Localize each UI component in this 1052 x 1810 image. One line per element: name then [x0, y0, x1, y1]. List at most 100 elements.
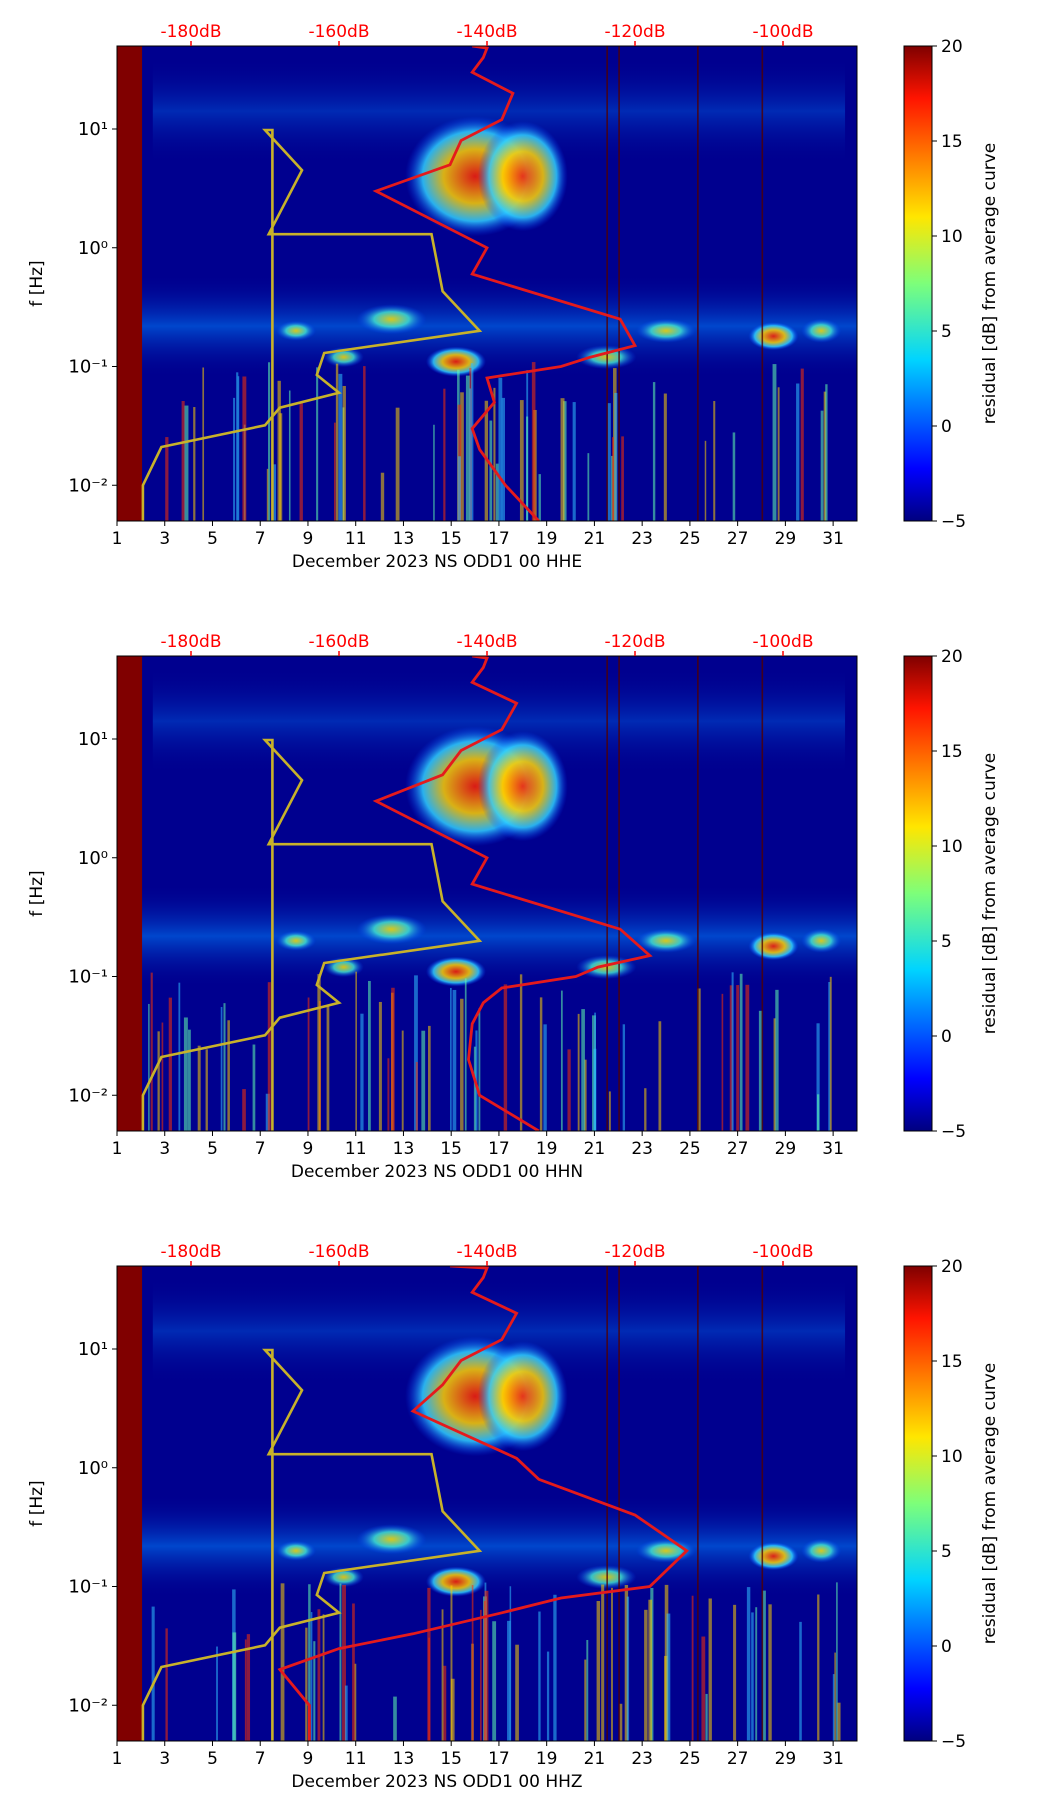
transient-streak	[593, 1048, 597, 1131]
transient-streak	[705, 1693, 708, 1741]
x-tick-label: 15	[440, 529, 462, 549]
top-tick-label: -160dB	[308, 1242, 369, 1262]
transient-streak	[721, 993, 724, 1131]
transient-streak	[360, 1013, 364, 1131]
y-tick-label: 10⁰	[78, 848, 108, 869]
storm-feature	[477, 1341, 568, 1452]
colorbar-HHN: 20 15 10 5 0 −5 residual [dB] from average cur…	[903, 647, 1000, 1142]
transient-streak	[391, 987, 395, 1131]
transient-streak	[428, 1025, 431, 1131]
storm-feature	[801, 928, 842, 953]
transient-streak	[308, 1584, 311, 1741]
x-tick-label: 21	[584, 1749, 606, 1769]
transient-streak	[817, 1094, 820, 1131]
transient-streak	[414, 975, 418, 1131]
transient-streak	[611, 437, 614, 521]
x-tick-label: 3	[159, 1139, 170, 1159]
transient-streak	[197, 1045, 201, 1131]
transient-streak	[148, 1003, 150, 1131]
x-axis-label: December 2023 NS ODD1 00 HHE	[292, 552, 582, 572]
top-tick-label: -140dB	[456, 632, 517, 652]
transient-streak	[326, 1005, 330, 1131]
transient-streak	[150, 972, 153, 1131]
transient-streak	[267, 982, 271, 1131]
transient-streak	[834, 1652, 836, 1741]
transient-streak	[622, 1024, 626, 1131]
transient-streak	[498, 377, 503, 521]
transient-streak	[713, 401, 716, 521]
top-tick-label: -120dB	[604, 22, 665, 42]
transient-streak	[165, 1628, 168, 1741]
transient-streak	[450, 1678, 455, 1741]
top-tick-label: -100dB	[752, 632, 813, 652]
transient-streak	[758, 1010, 763, 1131]
event-line	[618, 656, 620, 1131]
y-axis-label: f [Hz]	[27, 870, 47, 916]
transient-streak	[836, 1582, 838, 1741]
transient-streak	[731, 972, 734, 1131]
x-tick-label: 19	[536, 1139, 558, 1159]
transient-streak	[443, 1665, 447, 1741]
transient-streak	[450, 1585, 453, 1741]
transient-streak	[178, 982, 181, 1131]
transient-streak	[526, 416, 529, 521]
transient-streak	[732, 432, 736, 521]
transient-streak	[531, 362, 536, 521]
transient-streak	[168, 997, 172, 1131]
transient-streak	[507, 1620, 511, 1741]
transient-streak	[608, 1091, 611, 1131]
transient-streak	[538, 1611, 541, 1741]
transient-streak	[553, 1594, 557, 1741]
storm-feature	[477, 121, 568, 232]
x-tick-label: 1	[112, 1749, 123, 1769]
top-tick-label: -160dB	[308, 22, 369, 42]
x-tick-label: 17	[488, 1139, 510, 1159]
no-data-band	[117, 46, 143, 521]
transient-streak	[355, 971, 357, 1131]
event-line	[606, 46, 608, 521]
x-tick-label: 7	[255, 1139, 266, 1159]
x-tick-label: 5	[207, 1139, 218, 1159]
microseism-band	[117, 274, 857, 379]
transient-streak	[587, 453, 590, 521]
colorbar-gradient	[903, 45, 933, 522]
x-tick-label: 27	[727, 529, 749, 549]
colorbar-label: residual [dB] from average curve	[980, 753, 1000, 1034]
top-tick-label: -160dB	[308, 632, 369, 652]
storm-feature	[748, 1542, 799, 1571]
transient-streak	[223, 1003, 226, 1131]
transient-streak	[465, 375, 470, 521]
top-tick-label: -140dB	[456, 1242, 517, 1262]
transient-streak	[489, 420, 493, 521]
transient-streak	[664, 1584, 669, 1741]
transient-streak	[584, 1059, 587, 1131]
colorbar-tick-label: 0	[941, 1637, 952, 1657]
storm-feature	[356, 304, 427, 335]
transient-streak	[244, 1639, 247, 1741]
transient-streak	[227, 1020, 230, 1131]
y-tick-label: 10⁻¹	[68, 1577, 108, 1598]
transient-streak	[736, 985, 740, 1131]
transient-streak	[322, 1614, 325, 1741]
transient-streak	[305, 1627, 308, 1741]
transient-streak	[479, 1609, 482, 1741]
transient-streak	[378, 1001, 382, 1131]
storm-feature	[748, 932, 799, 961]
transient-streak	[560, 990, 563, 1131]
transient-streak	[584, 1659, 587, 1741]
average-psd-curve	[372, 656, 653, 1131]
x-tick-label: 27	[727, 1749, 749, 1769]
transient-streak	[543, 1024, 547, 1131]
colorbar-tick-label: 15	[941, 742, 963, 762]
top-tick-label: -180dB	[160, 632, 221, 652]
event-line	[697, 656, 699, 1131]
x-tick-label: 13	[393, 1139, 415, 1159]
event-line	[697, 46, 699, 521]
no-data-band	[117, 1266, 143, 1741]
y-tick-label: 10⁰	[78, 1458, 108, 1479]
top-tick-label: -100dB	[752, 1242, 813, 1262]
microseism-band	[117, 884, 857, 989]
x-tick-label: 7	[255, 529, 266, 549]
transient-streak	[577, 1013, 580, 1131]
